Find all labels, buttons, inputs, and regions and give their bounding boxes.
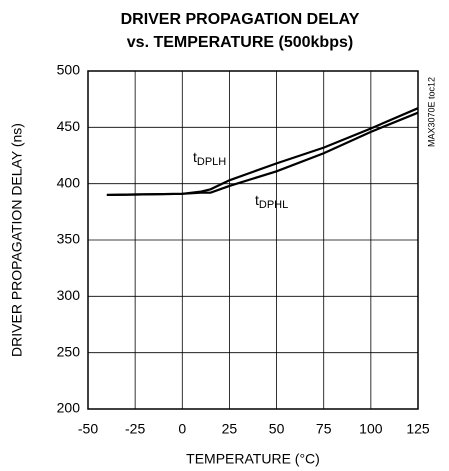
chart-subtitle: vs. TEMPERATURE (500kbps) [127, 34, 353, 51]
x-tick-label: 0 [178, 421, 186, 437]
y-tick-label: 250 [57, 343, 81, 359]
x-tick-label: 25 [222, 421, 238, 437]
y-axis-label: DRIVER PROPAGATION DELAY (ns) [9, 123, 25, 357]
y-tick-label: 350 [57, 231, 81, 247]
x-tick-label: -50 [78, 421, 98, 437]
annotation: MAX3070E toc12 [426, 77, 436, 147]
series-label: tDPLH [193, 149, 226, 168]
x-axis-label: TEMPERATURE (°C) [186, 451, 320, 467]
chart-title: DRIVER PROPAGATION DELAY [121, 11, 360, 28]
y-tick-label: 300 [57, 287, 81, 303]
x-tick-label: 50 [269, 421, 285, 437]
x-tick-label: -25 [125, 421, 145, 437]
y-tick-label: 500 [57, 62, 81, 78]
line [106, 111, 419, 197]
x-tick-label: 75 [316, 421, 332, 437]
x-tick-label: 100 [359, 421, 383, 437]
plot-frame [87, 70, 419, 410]
x-tick-label: 125 [406, 421, 430, 437]
y-tick-label: 400 [57, 174, 81, 190]
series-label: tDPHL [255, 192, 288, 211]
y-tick-label: 450 [57, 118, 81, 134]
line [106, 107, 419, 197]
y-tick-label: 200 [57, 400, 81, 416]
